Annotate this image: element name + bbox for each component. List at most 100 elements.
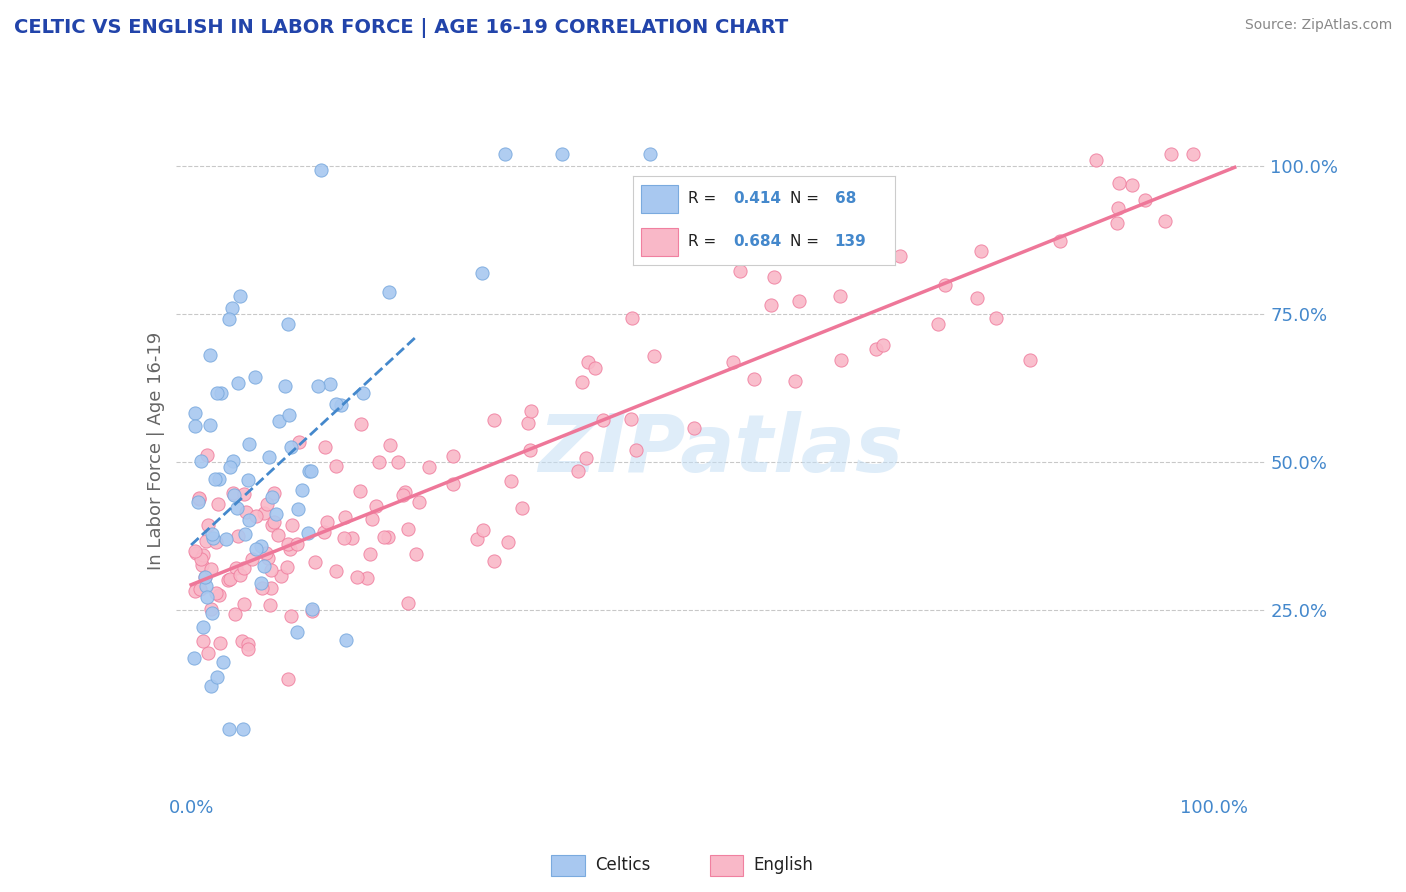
Point [1107,202,1129,216]
Point [218,311,240,326]
Point [346,570,368,584]
Point [193,548,215,562]
Point [278,541,301,556]
Text: R =: R = [689,235,721,249]
Point [352,386,374,401]
Point [225,561,247,575]
Point [201,606,224,620]
Point [314,440,336,454]
Point [1121,178,1143,193]
Point [224,607,246,621]
Point [519,443,541,458]
Point [721,354,744,368]
Point [219,460,242,475]
Point [259,598,281,612]
Text: ZIPatlas: ZIPatlas [538,411,903,490]
Point [207,497,229,511]
Point [309,163,332,178]
Point [889,249,911,263]
Point [205,670,228,684]
Point [621,311,644,326]
Point [264,507,287,521]
Point [277,317,299,331]
Point [197,646,219,660]
Point [280,440,302,454]
Point [267,414,290,428]
Point [253,559,276,574]
Point [287,537,309,551]
Point [325,396,347,410]
Point [257,551,280,566]
Point [728,264,751,278]
Text: Source: ZipAtlas.com: Source: ZipAtlas.com [1244,18,1392,32]
Point [188,582,211,596]
Point [278,408,301,422]
Point [250,581,273,595]
Point [184,546,207,560]
Point [233,487,256,501]
Point [441,450,464,464]
Point [551,147,574,161]
Point [236,637,259,651]
Point [254,546,277,560]
Point [243,370,266,384]
Point [285,624,308,639]
Point [198,418,221,433]
Point [184,405,207,419]
Point [396,596,419,610]
Point [638,147,661,161]
Point [472,523,495,537]
Point [418,459,440,474]
Point [787,293,810,308]
Point [319,376,342,391]
Point [219,572,242,586]
Point [226,500,249,515]
Point [350,417,373,432]
Point [288,435,311,450]
Point [205,586,228,600]
Point [501,474,523,488]
Point [228,567,250,582]
Point [304,555,326,569]
Point [297,526,319,541]
Point [184,544,207,558]
Point [620,411,643,425]
Point [245,509,267,524]
Point [276,560,298,574]
Point [235,505,257,519]
Point [212,655,235,669]
Point [200,562,222,576]
Point [865,342,887,356]
Point [364,499,387,513]
Point [298,464,321,478]
Point [316,515,339,529]
Point [201,531,224,545]
Point [229,289,252,303]
Point [236,642,259,657]
Point [307,379,329,393]
Text: N =: N = [790,235,824,249]
Point [377,530,399,544]
Point [287,502,309,516]
Point [222,488,245,502]
Text: 68: 68 [835,192,856,206]
Point [643,349,665,363]
Point [191,634,214,648]
Point [349,483,371,498]
Point [190,552,212,566]
Point [966,291,988,305]
Point [368,455,391,469]
Point [571,375,593,389]
Point [260,581,283,595]
Point [312,524,335,539]
Point [583,361,606,376]
Point [872,338,894,352]
Point [263,515,285,529]
Point [361,512,384,526]
Point [378,438,401,452]
Point [482,554,505,568]
Point [256,497,278,511]
Point [624,442,647,457]
Point [233,561,256,575]
Point [195,534,218,549]
